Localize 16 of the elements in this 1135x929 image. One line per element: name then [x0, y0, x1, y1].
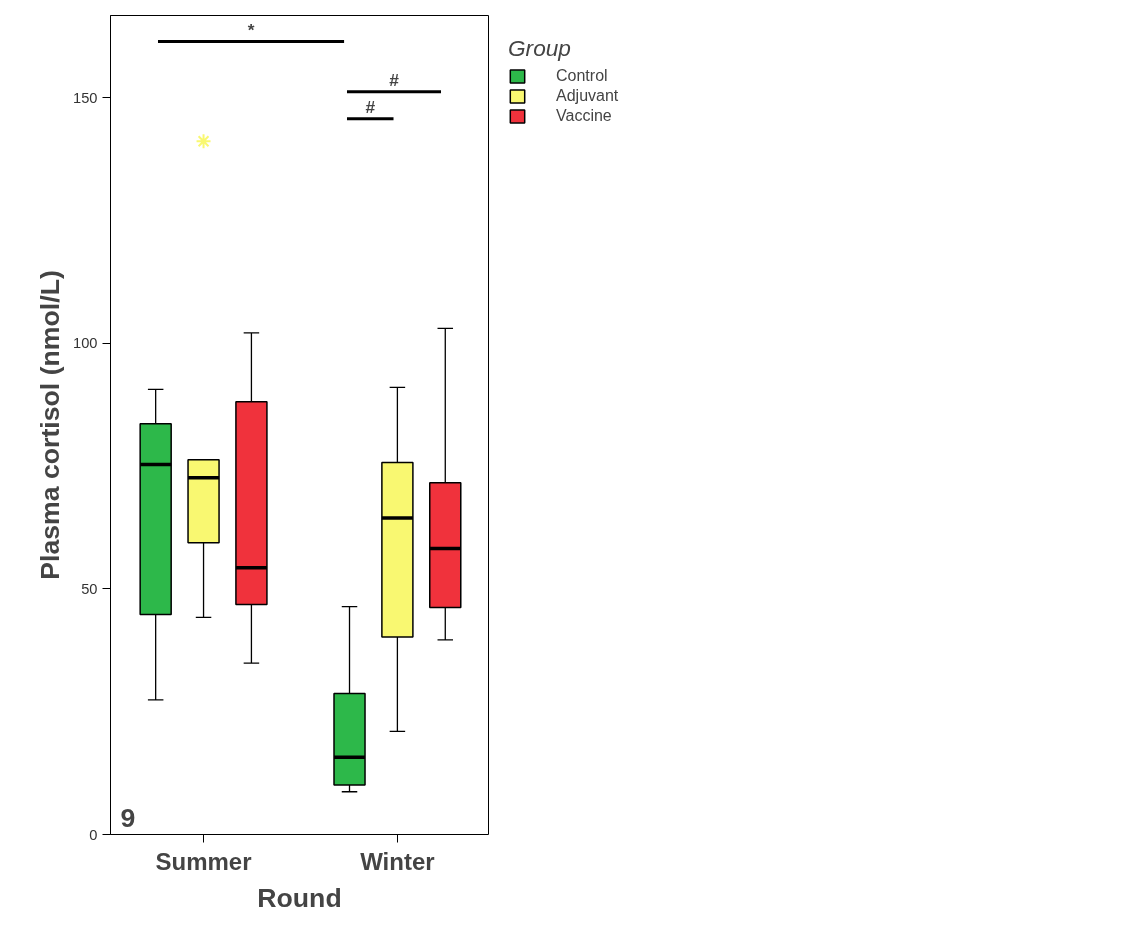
- x-axis-title: Round: [257, 882, 342, 913]
- y-axis-title: Plasma cortisol (nmol/L): [35, 270, 66, 580]
- x-tick-label: Winter: [360, 847, 435, 875]
- annotation: *: [247, 19, 255, 40]
- y-tick-label: 100: [73, 335, 98, 352]
- y-tick-label: 0: [89, 826, 98, 843]
- y-tick-label: 150: [73, 89, 98, 106]
- y-tick-label: 50: [81, 580, 98, 597]
- annotation: #: [389, 69, 400, 90]
- legend-label: Control: [556, 67, 608, 85]
- legend-label: Adjuvant: [556, 87, 619, 105]
- annotation: #: [365, 96, 376, 117]
- annotation: 9: [120, 802, 136, 833]
- x-tick-label: Summer: [155, 847, 252, 875]
- legend-label: Vaccine: [556, 107, 612, 125]
- legend-title: Group: [508, 35, 572, 62]
